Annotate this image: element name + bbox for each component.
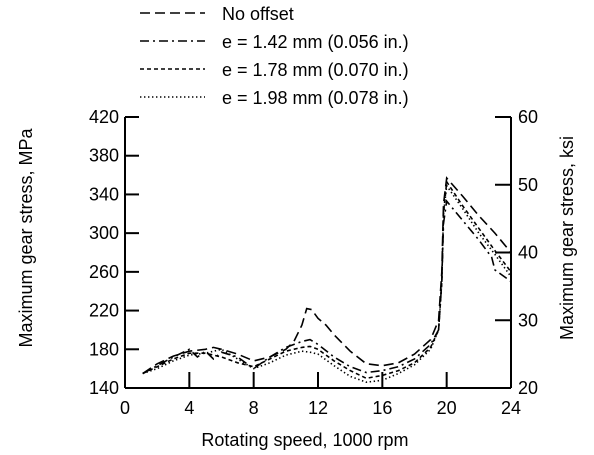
y-tick-label-left: 380 xyxy=(89,146,119,166)
y-tick-label-left: 300 xyxy=(89,223,119,243)
y-tick-label-right: 20 xyxy=(518,378,538,398)
series-line-1 xyxy=(142,176,512,375)
series-line-3 xyxy=(142,179,512,380)
x-tick-label: 4 xyxy=(184,398,194,418)
x-tick-label: 8 xyxy=(249,398,259,418)
legend: No offset e = 1.42 mm (0.056 in.) e = 1.78… xyxy=(140,4,409,108)
y-tick-label-left: 420 xyxy=(89,107,119,127)
legend-label-2: e = 1.42 mm (0.056 in.) xyxy=(222,32,409,52)
y-tick-label-right: 60 xyxy=(518,107,538,127)
x-tick-label: 24 xyxy=(501,398,521,418)
x-tick-label: 20 xyxy=(437,398,457,418)
x-axis-title: Rotating speed, 1000 rpm xyxy=(201,430,408,450)
y-tick-label-right: 50 xyxy=(518,175,538,195)
x-tick-label: 12 xyxy=(308,398,328,418)
legend-label-3: e = 1.78 mm (0.070 in.) xyxy=(222,60,409,80)
legend-label-1: No offset xyxy=(222,4,294,24)
y-axis-title-left: Maximum gear stress, MPa xyxy=(16,127,36,347)
y-tick-label-left: 220 xyxy=(89,301,119,321)
y-tick-label-left: 180 xyxy=(89,339,119,359)
y-tick-label-right: 30 xyxy=(518,310,538,330)
y-tick-label-left: 260 xyxy=(89,262,119,282)
y-tick-label-left: 140 xyxy=(89,378,119,398)
plot-area xyxy=(142,176,512,384)
y-tick-label-left: 340 xyxy=(89,184,119,204)
y-tick-label-right: 40 xyxy=(518,243,538,263)
x-tick-label: 16 xyxy=(372,398,392,418)
y-axis-title-right: Maximum gear stress, ksi xyxy=(557,136,577,340)
legend-label-4: e = 1.98 mm (0.078 in.) xyxy=(222,88,409,108)
axes: 0 4 8 12 16 20 2414018022026030034038042020304… xyxy=(89,107,538,418)
x-tick-label: 0 xyxy=(120,398,130,418)
series-line-2 xyxy=(142,199,512,375)
